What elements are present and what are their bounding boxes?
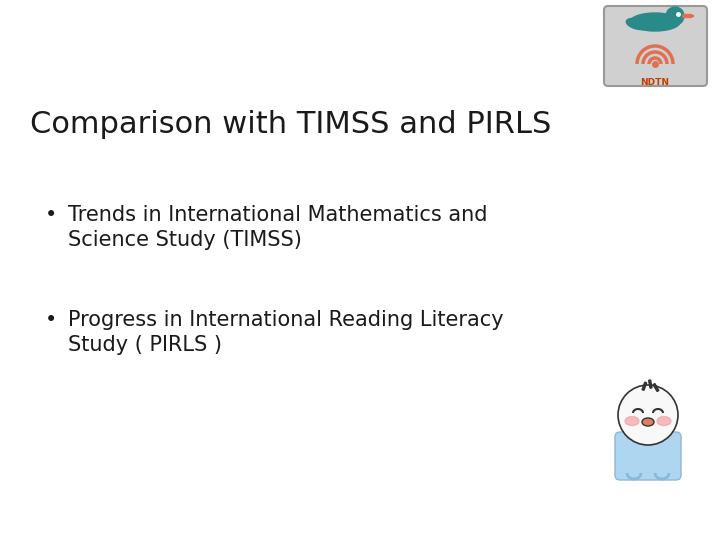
Circle shape xyxy=(666,7,684,25)
Ellipse shape xyxy=(630,13,680,31)
Ellipse shape xyxy=(625,416,639,426)
Text: •: • xyxy=(45,310,58,330)
FancyBboxPatch shape xyxy=(615,432,681,480)
Ellipse shape xyxy=(642,418,654,426)
FancyArrow shape xyxy=(649,380,652,388)
Text: Comparison with TIMSS and PIRLS: Comparison with TIMSS and PIRLS xyxy=(30,110,552,139)
FancyArrow shape xyxy=(683,15,694,17)
FancyArrow shape xyxy=(653,383,659,392)
FancyArrow shape xyxy=(642,382,647,390)
Text: NDTN: NDTN xyxy=(641,78,670,87)
Text: Trends in International Mathematics and: Trends in International Mathematics and xyxy=(68,205,487,225)
Circle shape xyxy=(618,385,678,445)
Text: •: • xyxy=(45,205,58,225)
FancyBboxPatch shape xyxy=(604,6,707,86)
Text: Progress in International Reading Literacy: Progress in International Reading Litera… xyxy=(68,310,503,330)
Text: Study ( PIRLS ): Study ( PIRLS ) xyxy=(68,335,222,355)
Text: Science Study (TIMSS): Science Study (TIMSS) xyxy=(68,230,302,250)
Ellipse shape xyxy=(626,18,648,30)
Ellipse shape xyxy=(657,416,671,426)
Bar xyxy=(640,427,656,439)
